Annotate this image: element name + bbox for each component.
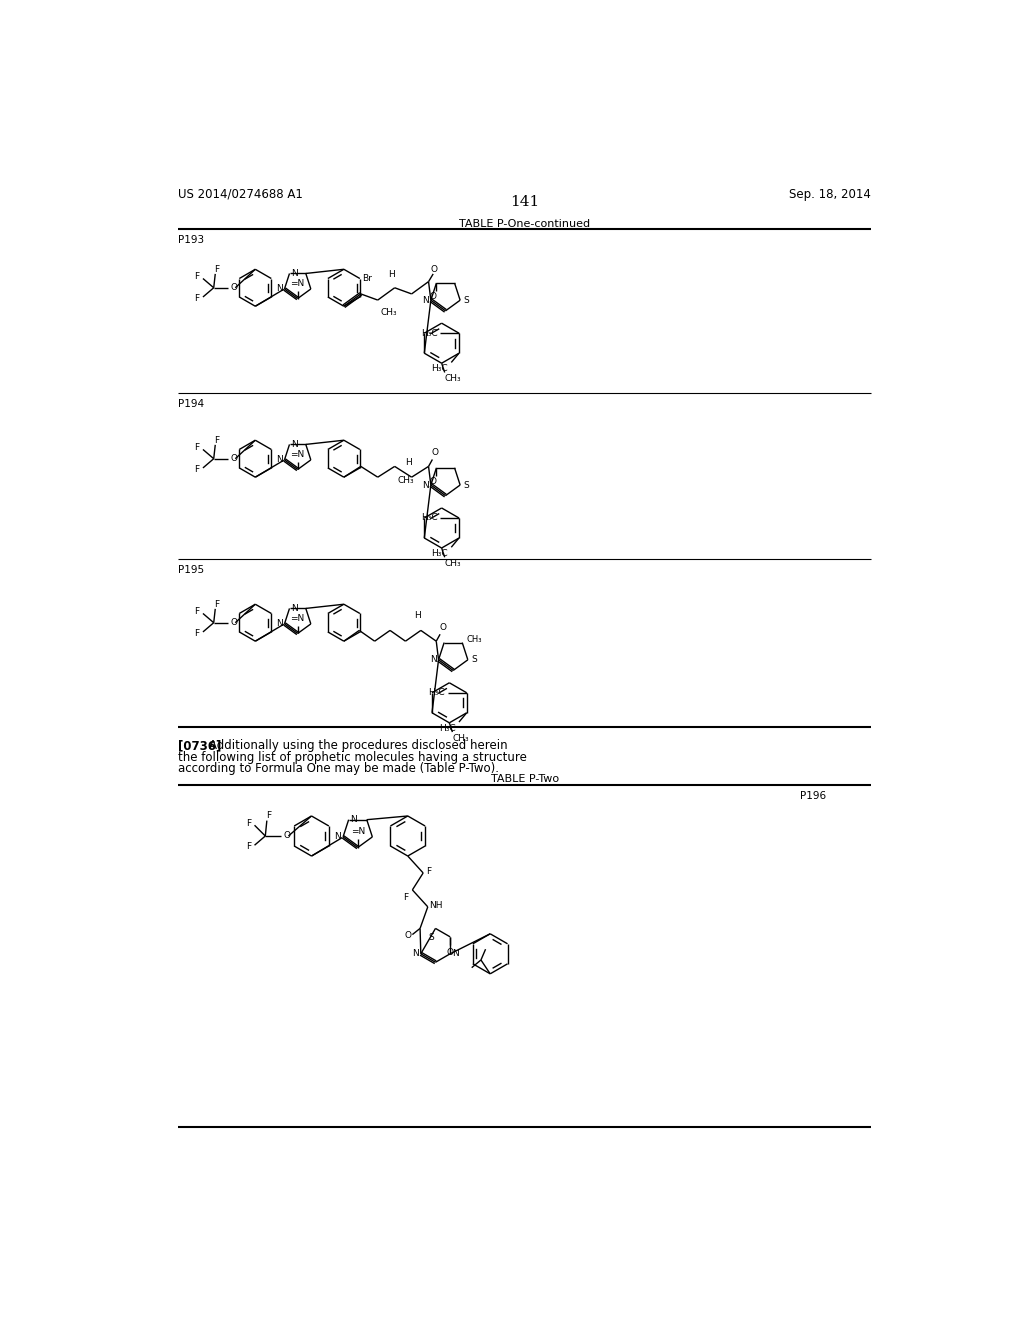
Text: H: H — [406, 458, 412, 467]
Text: H₃C: H₃C — [428, 688, 445, 697]
Text: N: N — [276, 285, 283, 293]
Text: O: O — [439, 623, 446, 632]
Text: H: H — [388, 269, 395, 279]
Text: O: O — [284, 832, 291, 841]
Text: S: S — [429, 933, 434, 942]
Text: N: N — [412, 949, 419, 958]
Text: [0736]: [0736] — [178, 739, 221, 752]
Text: N: N — [452, 949, 459, 958]
Text: F: F — [195, 607, 200, 616]
Text: F: F — [195, 294, 200, 304]
Text: Br: Br — [362, 275, 372, 284]
Text: =N: =N — [291, 614, 305, 623]
Text: N: N — [291, 440, 298, 449]
Text: TABLE P-One-continued: TABLE P-One-continued — [459, 219, 591, 230]
Text: F: F — [195, 465, 200, 474]
Text: N: N — [423, 296, 429, 305]
Text: O: O — [432, 449, 438, 457]
Text: =N: =N — [291, 279, 305, 288]
Text: O: O — [230, 284, 238, 292]
Text: H₃C: H₃C — [431, 549, 449, 558]
Text: P196: P196 — [801, 792, 826, 801]
Text: =N: =N — [291, 450, 305, 459]
Text: O: O — [230, 454, 238, 463]
Text: CH₃: CH₃ — [467, 635, 482, 644]
Text: CH₃: CH₃ — [397, 475, 415, 484]
Text: Additionally using the procedures disclosed herein: Additionally using the procedures disclo… — [209, 739, 508, 752]
Text: CH₃: CH₃ — [444, 558, 462, 568]
Text: US 2014/0274688 A1: US 2014/0274688 A1 — [178, 187, 303, 201]
Text: N: N — [334, 833, 341, 841]
Text: O: O — [446, 948, 454, 957]
Text: according to Formula One may be made (Table P-Two).: according to Formula One may be made (Ta… — [178, 762, 500, 775]
Text: 141: 141 — [510, 195, 540, 210]
Text: H₃C: H₃C — [421, 329, 437, 338]
Text: N: N — [423, 480, 429, 490]
Text: N: N — [276, 619, 283, 628]
Text: F: F — [214, 599, 219, 609]
Text: S: S — [471, 655, 476, 664]
Text: TABLE P-Two: TABLE P-Two — [490, 775, 559, 784]
Text: Sep. 18, 2014: Sep. 18, 2014 — [790, 187, 871, 201]
Text: S: S — [463, 296, 469, 305]
Text: F: F — [402, 892, 408, 902]
Text: H: H — [415, 611, 421, 620]
Text: P193: P193 — [178, 235, 205, 246]
Text: O: O — [404, 932, 412, 940]
Text: F: F — [195, 444, 200, 453]
Text: NH: NH — [429, 900, 442, 909]
Text: N: N — [350, 816, 357, 824]
Text: N: N — [291, 269, 298, 279]
Text: CH₃: CH₃ — [453, 734, 469, 743]
Text: F: F — [195, 272, 200, 281]
Text: O: O — [430, 292, 437, 301]
Text: the following list of prophetic molecules having a structure: the following list of prophetic molecule… — [178, 751, 527, 763]
Text: =N: =N — [350, 828, 365, 836]
Text: F: F — [214, 436, 219, 445]
Text: F: F — [214, 265, 219, 273]
Text: H₃C: H₃C — [431, 364, 449, 374]
Text: H₃C: H₃C — [439, 723, 456, 733]
Text: P195: P195 — [178, 565, 205, 576]
Text: N: N — [430, 655, 437, 664]
Text: F: F — [266, 812, 271, 821]
Text: N: N — [291, 605, 298, 612]
Text: CH₃: CH₃ — [381, 308, 397, 317]
Text: O: O — [430, 265, 437, 275]
Text: S: S — [463, 480, 469, 490]
Text: F: F — [246, 820, 251, 828]
Text: F: F — [426, 867, 431, 876]
Text: N: N — [276, 455, 283, 465]
Text: O: O — [430, 477, 437, 486]
Text: F: F — [195, 630, 200, 638]
Text: O: O — [230, 618, 238, 627]
Text: P194: P194 — [178, 400, 205, 409]
Text: F: F — [246, 842, 251, 851]
Text: H₃C: H₃C — [421, 513, 437, 523]
Text: CH₃: CH₃ — [444, 374, 462, 383]
